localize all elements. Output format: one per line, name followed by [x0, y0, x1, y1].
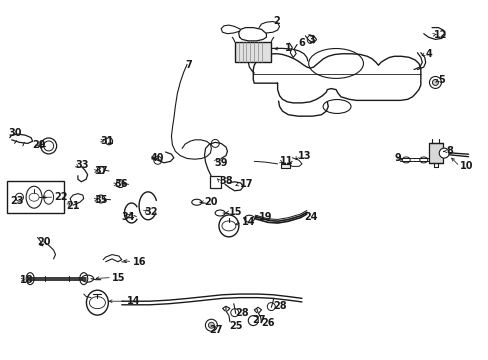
Text: 10: 10: [459, 161, 472, 171]
Text: 26: 26: [261, 318, 274, 328]
Text: 23: 23: [11, 196, 24, 206]
Text: 3: 3: [308, 35, 315, 45]
Text: 8: 8: [446, 146, 452, 156]
Text: 12: 12: [433, 30, 446, 40]
Bar: [428, 143, 442, 163]
Text: 20: 20: [38, 237, 51, 247]
Text: 18: 18: [20, 275, 34, 285]
Text: 9: 9: [394, 153, 401, 163]
Text: 27: 27: [209, 325, 223, 335]
Text: 33: 33: [75, 160, 88, 170]
Text: 21: 21: [66, 201, 80, 211]
Text: 39: 39: [214, 158, 227, 168]
Bar: [234, 42, 271, 62]
Text: 35: 35: [94, 195, 108, 205]
Text: 32: 32: [144, 207, 158, 217]
Text: 14: 14: [242, 217, 255, 227]
Text: 5: 5: [437, 75, 444, 85]
Text: 22: 22: [55, 192, 68, 202]
Bar: [281, 164, 289, 168]
Text: 37: 37: [94, 166, 108, 176]
Text: 17: 17: [239, 179, 253, 189]
Text: 25: 25: [228, 321, 242, 331]
Text: 24: 24: [304, 212, 317, 221]
Text: 13: 13: [298, 150, 311, 161]
Text: 28: 28: [272, 301, 286, 311]
Text: 34: 34: [122, 212, 135, 221]
Text: 36: 36: [114, 179, 127, 189]
Circle shape: [438, 148, 448, 158]
Text: 16: 16: [132, 257, 145, 267]
Text: 6: 6: [298, 38, 304, 48]
Text: 2: 2: [272, 17, 279, 27]
Text: 14: 14: [126, 296, 140, 306]
Text: 19: 19: [259, 212, 272, 221]
Text: 28: 28: [234, 309, 248, 318]
Text: 11: 11: [279, 156, 292, 166]
Text: 20: 20: [204, 197, 218, 207]
Text: 31: 31: [101, 136, 114, 145]
Circle shape: [431, 80, 438, 85]
Text: 4: 4: [425, 49, 431, 59]
Text: 27: 27: [251, 315, 265, 325]
Text: 29: 29: [33, 140, 46, 150]
Bar: [210, 176, 221, 188]
Text: 7: 7: [184, 59, 191, 69]
Text: 1: 1: [284, 43, 290, 53]
Bar: [7, 181, 64, 213]
Circle shape: [208, 322, 214, 328]
Text: 15: 15: [112, 273, 125, 283]
Text: 40: 40: [151, 153, 164, 163]
Text: 30: 30: [8, 129, 21, 138]
Text: 38: 38: [219, 176, 232, 186]
Text: 15: 15: [228, 207, 242, 217]
